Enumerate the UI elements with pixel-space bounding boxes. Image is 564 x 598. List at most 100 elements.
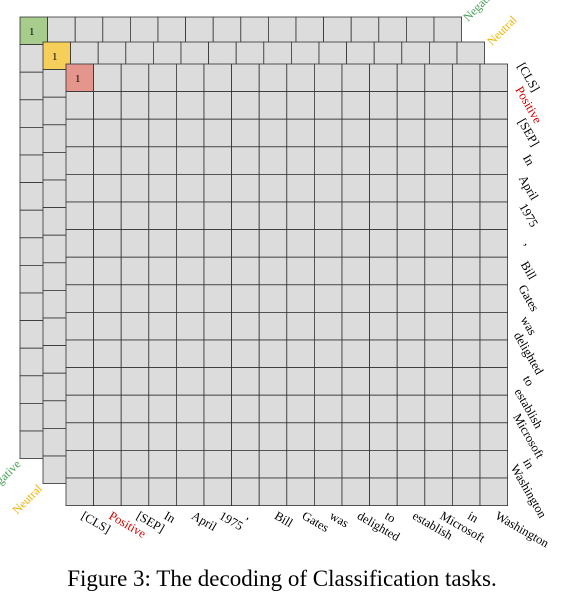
matrix-cell	[175, 91, 205, 120]
matrix-cell	[148, 256, 177, 286]
matrix-cell	[231, 449, 260, 479]
matrix-cell	[369, 422, 398, 451]
matrix-cell	[286, 173, 315, 203]
marker-value: 1	[75, 73, 81, 85]
matrix-cell	[405, 16, 435, 46]
matrix-cell	[231, 422, 260, 451]
matrix-cell	[231, 477, 260, 507]
matrix-cell	[369, 63, 398, 93]
matrix-cell	[479, 173, 509, 203]
matrix-cell	[65, 201, 95, 231]
matrix-cell	[185, 16, 214, 46]
matrix-cell	[203, 422, 233, 451]
row-token-label: delighted	[511, 330, 547, 378]
matrix-cell	[479, 229, 509, 258]
matrix-cell	[93, 311, 122, 341]
matrix-cell	[479, 449, 509, 479]
matrix-cell	[286, 339, 315, 369]
matrix-cell	[286, 91, 315, 120]
matrix-cell	[424, 477, 453, 507]
matrix-cell	[424, 91, 453, 120]
matrix-cell	[479, 146, 509, 175]
matrix-cell	[258, 394, 288, 424]
marker-value: 1	[29, 26, 35, 38]
matrix-cell	[175, 173, 205, 203]
matrix-cell	[369, 173, 398, 203]
matrix-cell	[175, 63, 205, 93]
layer-label-top-negative: Negative	[460, 0, 501, 24]
matrix-cell	[93, 394, 122, 424]
column-token-label: [CLS]	[79, 509, 113, 537]
matrix-cell	[396, 284, 426, 313]
marker-cell	[65, 63, 95, 93]
matrix-cell	[313, 63, 343, 93]
matrix-cell	[175, 256, 205, 286]
matrix-cell	[203, 477, 233, 507]
matrix-cell	[93, 284, 122, 313]
matrix-cell	[120, 91, 150, 120]
matrix-cell	[120, 422, 150, 451]
row-token-label: ,	[522, 238, 536, 248]
matrix-cell	[212, 16, 242, 46]
matrix-cell	[203, 256, 233, 286]
matrix-cell	[396, 63, 426, 93]
matrix-cell	[369, 256, 398, 286]
matrix-cell	[451, 422, 481, 451]
matrix-cell	[451, 201, 481, 231]
attention-matrix-positive: 1	[65, 63, 509, 507]
matrix-cell	[479, 256, 509, 286]
matrix-cell	[479, 367, 509, 396]
matrix-cell	[65, 394, 95, 424]
matrix-cell	[203, 367, 233, 396]
matrix-cell	[93, 201, 122, 231]
matrix-cell	[175, 477, 205, 507]
matrix-cell	[396, 367, 426, 396]
matrix-cell	[424, 201, 453, 231]
matrix-cell	[295, 16, 325, 46]
matrix-cell	[203, 201, 233, 231]
matrix-cell	[424, 311, 453, 341]
matrix-cell	[369, 477, 398, 507]
matrix-cell	[369, 118, 398, 148]
matrix-cell	[258, 229, 288, 258]
matrix-cell	[369, 367, 398, 396]
matrix-cell	[65, 367, 95, 396]
matrix-cell	[65, 284, 95, 313]
matrix-cell	[120, 394, 150, 424]
matrix-cell	[341, 367, 371, 396]
matrix-cell	[231, 339, 260, 369]
matrix-cell	[258, 284, 288, 313]
matrix-cell	[65, 229, 95, 258]
matrix-cell	[424, 256, 453, 286]
matrix-cell	[231, 173, 260, 203]
matrix-cell	[65, 146, 95, 175]
matrix-cell	[129, 16, 159, 46]
matrix-cell	[231, 284, 260, 313]
matrix-cell	[341, 449, 371, 479]
matrix-cell	[93, 449, 122, 479]
column-token-label: ,	[244, 509, 254, 523]
row-token-label: 1975	[516, 201, 541, 230]
matrix-cell	[93, 91, 122, 120]
matrix-cell	[175, 422, 205, 451]
matrix-cell	[424, 367, 453, 396]
matrix-cell	[396, 201, 426, 231]
layer-label-top-neutral: Neutral	[484, 12, 520, 48]
matrix-cell	[148, 449, 177, 479]
column-token-label: was	[327, 509, 351, 531]
matrix-cell	[203, 284, 233, 313]
matrix-cell	[93, 477, 122, 507]
matrix-cell	[313, 118, 343, 148]
matrix-cell	[120, 477, 150, 507]
matrix-cell	[120, 449, 150, 479]
matrix-cell	[313, 229, 343, 258]
matrix-cell	[93, 422, 122, 451]
matrix-cell	[313, 339, 343, 369]
matrix-cell	[341, 394, 371, 424]
matrix-cell	[47, 16, 76, 46]
matrix-cell	[313, 449, 343, 479]
matrix-cell	[286, 477, 315, 507]
matrix-cell	[313, 422, 343, 451]
matrix-cell	[203, 311, 233, 341]
matrix-cell	[175, 229, 205, 258]
